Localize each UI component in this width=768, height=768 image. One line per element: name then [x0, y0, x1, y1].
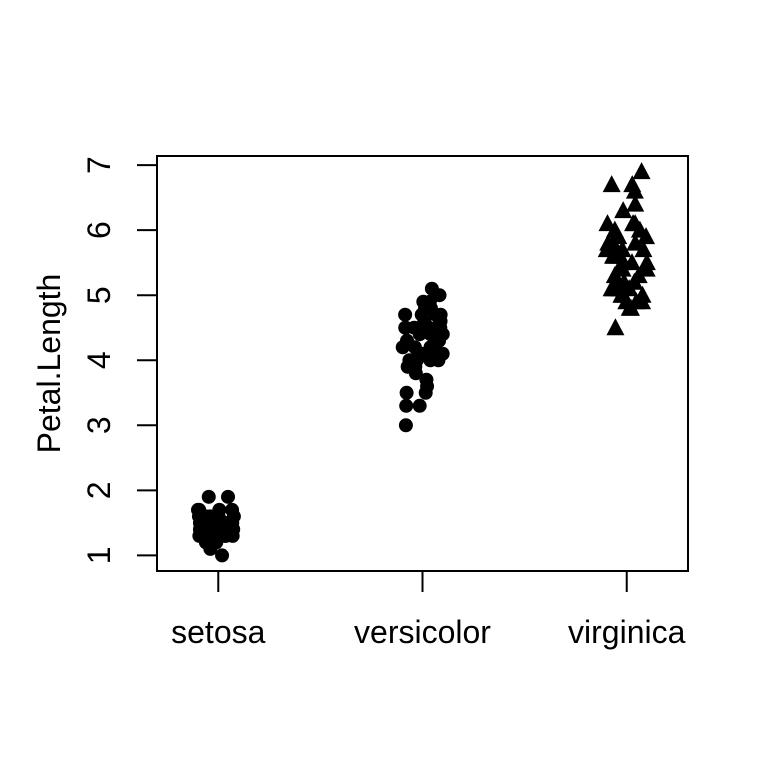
- y-axis-title: Petal.Length: [31, 274, 67, 454]
- data-point-triangle: [613, 259, 632, 277]
- data-point-circle: [202, 522, 217, 537]
- y-axis-tick-label: 2: [81, 481, 117, 499]
- data-point-circle: [431, 353, 446, 368]
- data-point-circle: [432, 333, 447, 348]
- data-point-triangle: [614, 201, 633, 219]
- data-point-triangle: [637, 259, 656, 277]
- data-point-circle: [417, 314, 432, 329]
- data-point-circle: [201, 489, 216, 504]
- data-point-circle: [419, 372, 434, 387]
- data-point-circle: [414, 346, 429, 361]
- y-axis: 1 2 3 4 5 6 7 Petal.Length: [31, 156, 157, 564]
- data-point-triangle: [598, 214, 617, 232]
- data-point-triangle: [634, 240, 653, 258]
- data-point-circle: [412, 398, 427, 413]
- data-point-triangle: [613, 240, 632, 258]
- data-point-circle: [418, 301, 433, 316]
- data-point-triangle: [623, 175, 642, 193]
- y-axis-tick-label: 5: [81, 286, 117, 304]
- data-point-triangle: [606, 318, 625, 336]
- data-point-triangle: [626, 233, 645, 251]
- data-point-triangle: [604, 246, 623, 264]
- data-point-triangle: [609, 227, 628, 245]
- data-point-triangle: [620, 298, 639, 316]
- y-axis-tick-label: 3: [81, 416, 117, 434]
- data-point-circle: [398, 418, 413, 433]
- data-point-circle: [429, 307, 444, 322]
- x-axis-tick-label-setosa: setosa: [171, 614, 265, 650]
- data-point-triangle: [625, 272, 644, 290]
- data-point-circle: [398, 307, 413, 322]
- data-point-circle: [424, 281, 439, 296]
- data-point-circle: [399, 398, 414, 413]
- x-axis-tick-label-virginica: virginica: [568, 614, 686, 650]
- x-axis-tick-label-versicolor: versicolor: [354, 614, 491, 650]
- data-point-circle: [215, 548, 230, 563]
- data-point-circle: [412, 327, 427, 342]
- data-point-triangle: [611, 279, 630, 297]
- y-axis-tick-label: 6: [81, 221, 117, 239]
- data-point-triangle: [599, 233, 618, 251]
- data-point-circle: [418, 385, 433, 400]
- series-versicolor: [395, 281, 450, 433]
- data-point-triangle: [602, 175, 621, 193]
- data-point-circle: [225, 502, 240, 517]
- y-axis-tick-label: 4: [81, 351, 117, 369]
- series-virginica: [597, 162, 656, 336]
- series-setosa: [191, 489, 241, 563]
- x-axis: setosa versicolor virginica: [171, 571, 686, 650]
- data-point-triangle: [626, 194, 645, 212]
- data-point-triangle: [637, 227, 656, 245]
- data-point-circle: [399, 385, 414, 400]
- data-point-triangle: [633, 292, 652, 310]
- data-point-circle: [221, 489, 236, 504]
- data-point-triangle: [626, 214, 645, 232]
- y-axis-tick-label: 7: [81, 156, 117, 174]
- y-axis-tick-label: 1: [81, 546, 117, 564]
- data-point-circle: [225, 522, 240, 537]
- data-point-triangle: [632, 162, 651, 180]
